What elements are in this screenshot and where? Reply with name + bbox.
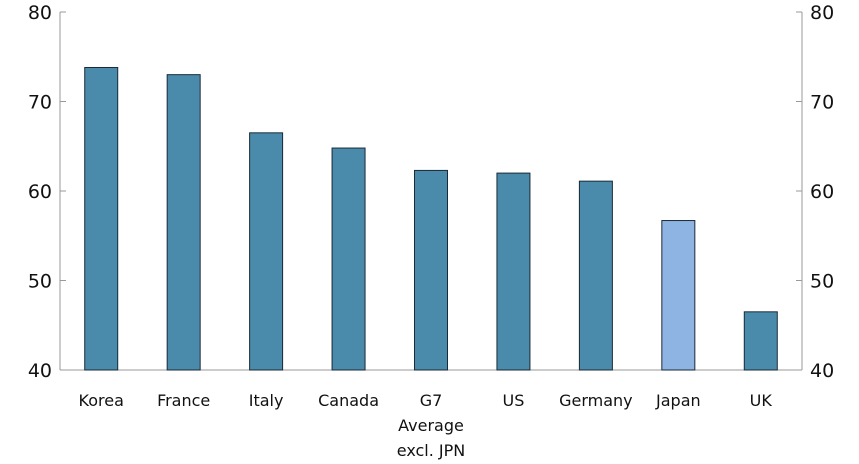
bar-france	[166, 74, 201, 371]
bar-g7-average-excl-jpn	[414, 169, 448, 371]
x-tick-label: Canada	[318, 391, 379, 410]
y-tick-labels: 40 40 50 50 60 60 70 70 80 80	[28, 2, 834, 382]
y-tick-label-right: 70	[810, 92, 834, 114]
x-tick-label: G7 Average excl. JPN	[397, 391, 466, 460]
bar-germany	[578, 180, 613, 371]
bar-canada	[331, 147, 366, 371]
y-tick-label-left: 70	[28, 92, 52, 114]
y-tick-label-left: 50	[28, 271, 52, 293]
x-tick-label: Japan	[655, 391, 701, 410]
bar-uk	[743, 311, 778, 371]
x-tick-labels: Korea France Italy Canada G7 Average excl. JPN…	[79, 391, 773, 460]
y-tick-label-left: 80	[28, 2, 52, 24]
bar-us	[496, 172, 531, 371]
bar-italy	[249, 132, 284, 371]
bar-japan	[661, 220, 696, 371]
y-tick-label-right: 80	[810, 2, 834, 24]
x-tick-label: Italy	[249, 391, 284, 410]
y-tick-label-left: 40	[28, 360, 52, 382]
x-tick-label: France	[157, 391, 210, 410]
y-tick-label-right: 50	[810, 271, 834, 293]
x-tick-label: Korea	[79, 391, 124, 410]
x-tick-label: US	[503, 391, 525, 410]
x-tick-label: UK	[750, 391, 773, 410]
bar-korea	[84, 66, 119, 371]
x-tick-label: Germany	[559, 391, 633, 410]
y-tick-label-left: 60	[28, 181, 52, 203]
y-tick-label-right: 60	[810, 181, 834, 203]
bars	[84, 66, 778, 371]
y-tick-label-right: 40	[810, 360, 834, 382]
